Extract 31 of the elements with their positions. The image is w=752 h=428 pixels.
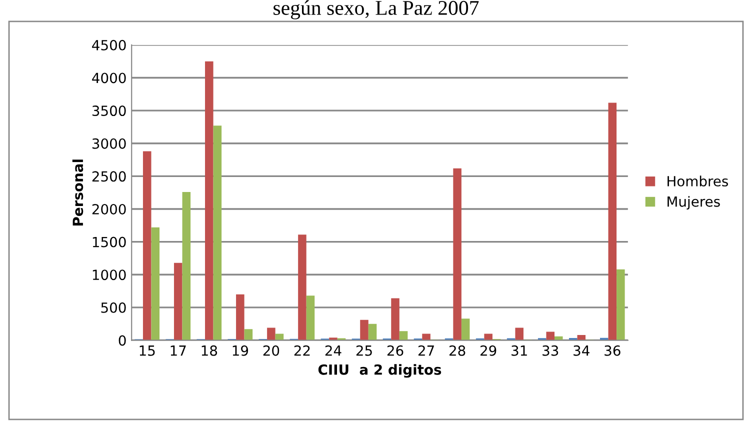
x-tick-label: 20: [263, 345, 280, 356]
legend-label: Mujeres: [668, 196, 720, 210]
x-tick-label: 27: [418, 345, 434, 356]
x-tick-label: 28: [449, 345, 466, 356]
x-tick-label: 29: [480, 345, 496, 356]
x-tick-label: 15: [140, 346, 155, 356]
legend-label: Hombres: [668, 176, 728, 186]
y-tick-label: 2500: [92, 171, 126, 182]
x-tick-label: 33: [542, 345, 558, 356]
x-tick-label: 31: [512, 345, 527, 356]
x-tick-label: 22: [294, 345, 310, 356]
x-tick-label: 36: [604, 345, 620, 356]
x-tick-label: 34: [574, 345, 590, 356]
y-tick-label: 0: [118, 335, 126, 346]
x-tick-label: 24: [325, 345, 342, 356]
chart-title: según sexo, La Paz 2007: [274, 0, 479, 20]
x-tick-label: 18: [202, 345, 218, 356]
x-axis-title: CIIU a 2 digitos: [318, 364, 442, 378]
y-tick-label: 4000: [92, 72, 126, 84]
y-tick-label: 3000: [92, 138, 126, 149]
y-axis-title: Personal: [72, 160, 84, 226]
y-tick-label: 3500: [92, 106, 126, 116]
x-tick-label: 19: [232, 345, 248, 356]
y-tick-label: 1500: [92, 236, 126, 248]
x-tick-label: 17: [170, 346, 186, 356]
y-tick-label: 4500: [92, 40, 126, 50]
y-tick-label: 2000: [92, 204, 126, 214]
x-tick-label: 26: [387, 345, 404, 356]
y-tick-label: 1000: [92, 270, 126, 280]
x-tick-label: 25: [356, 345, 372, 356]
y-tick-label: 500: [101, 302, 126, 313]
